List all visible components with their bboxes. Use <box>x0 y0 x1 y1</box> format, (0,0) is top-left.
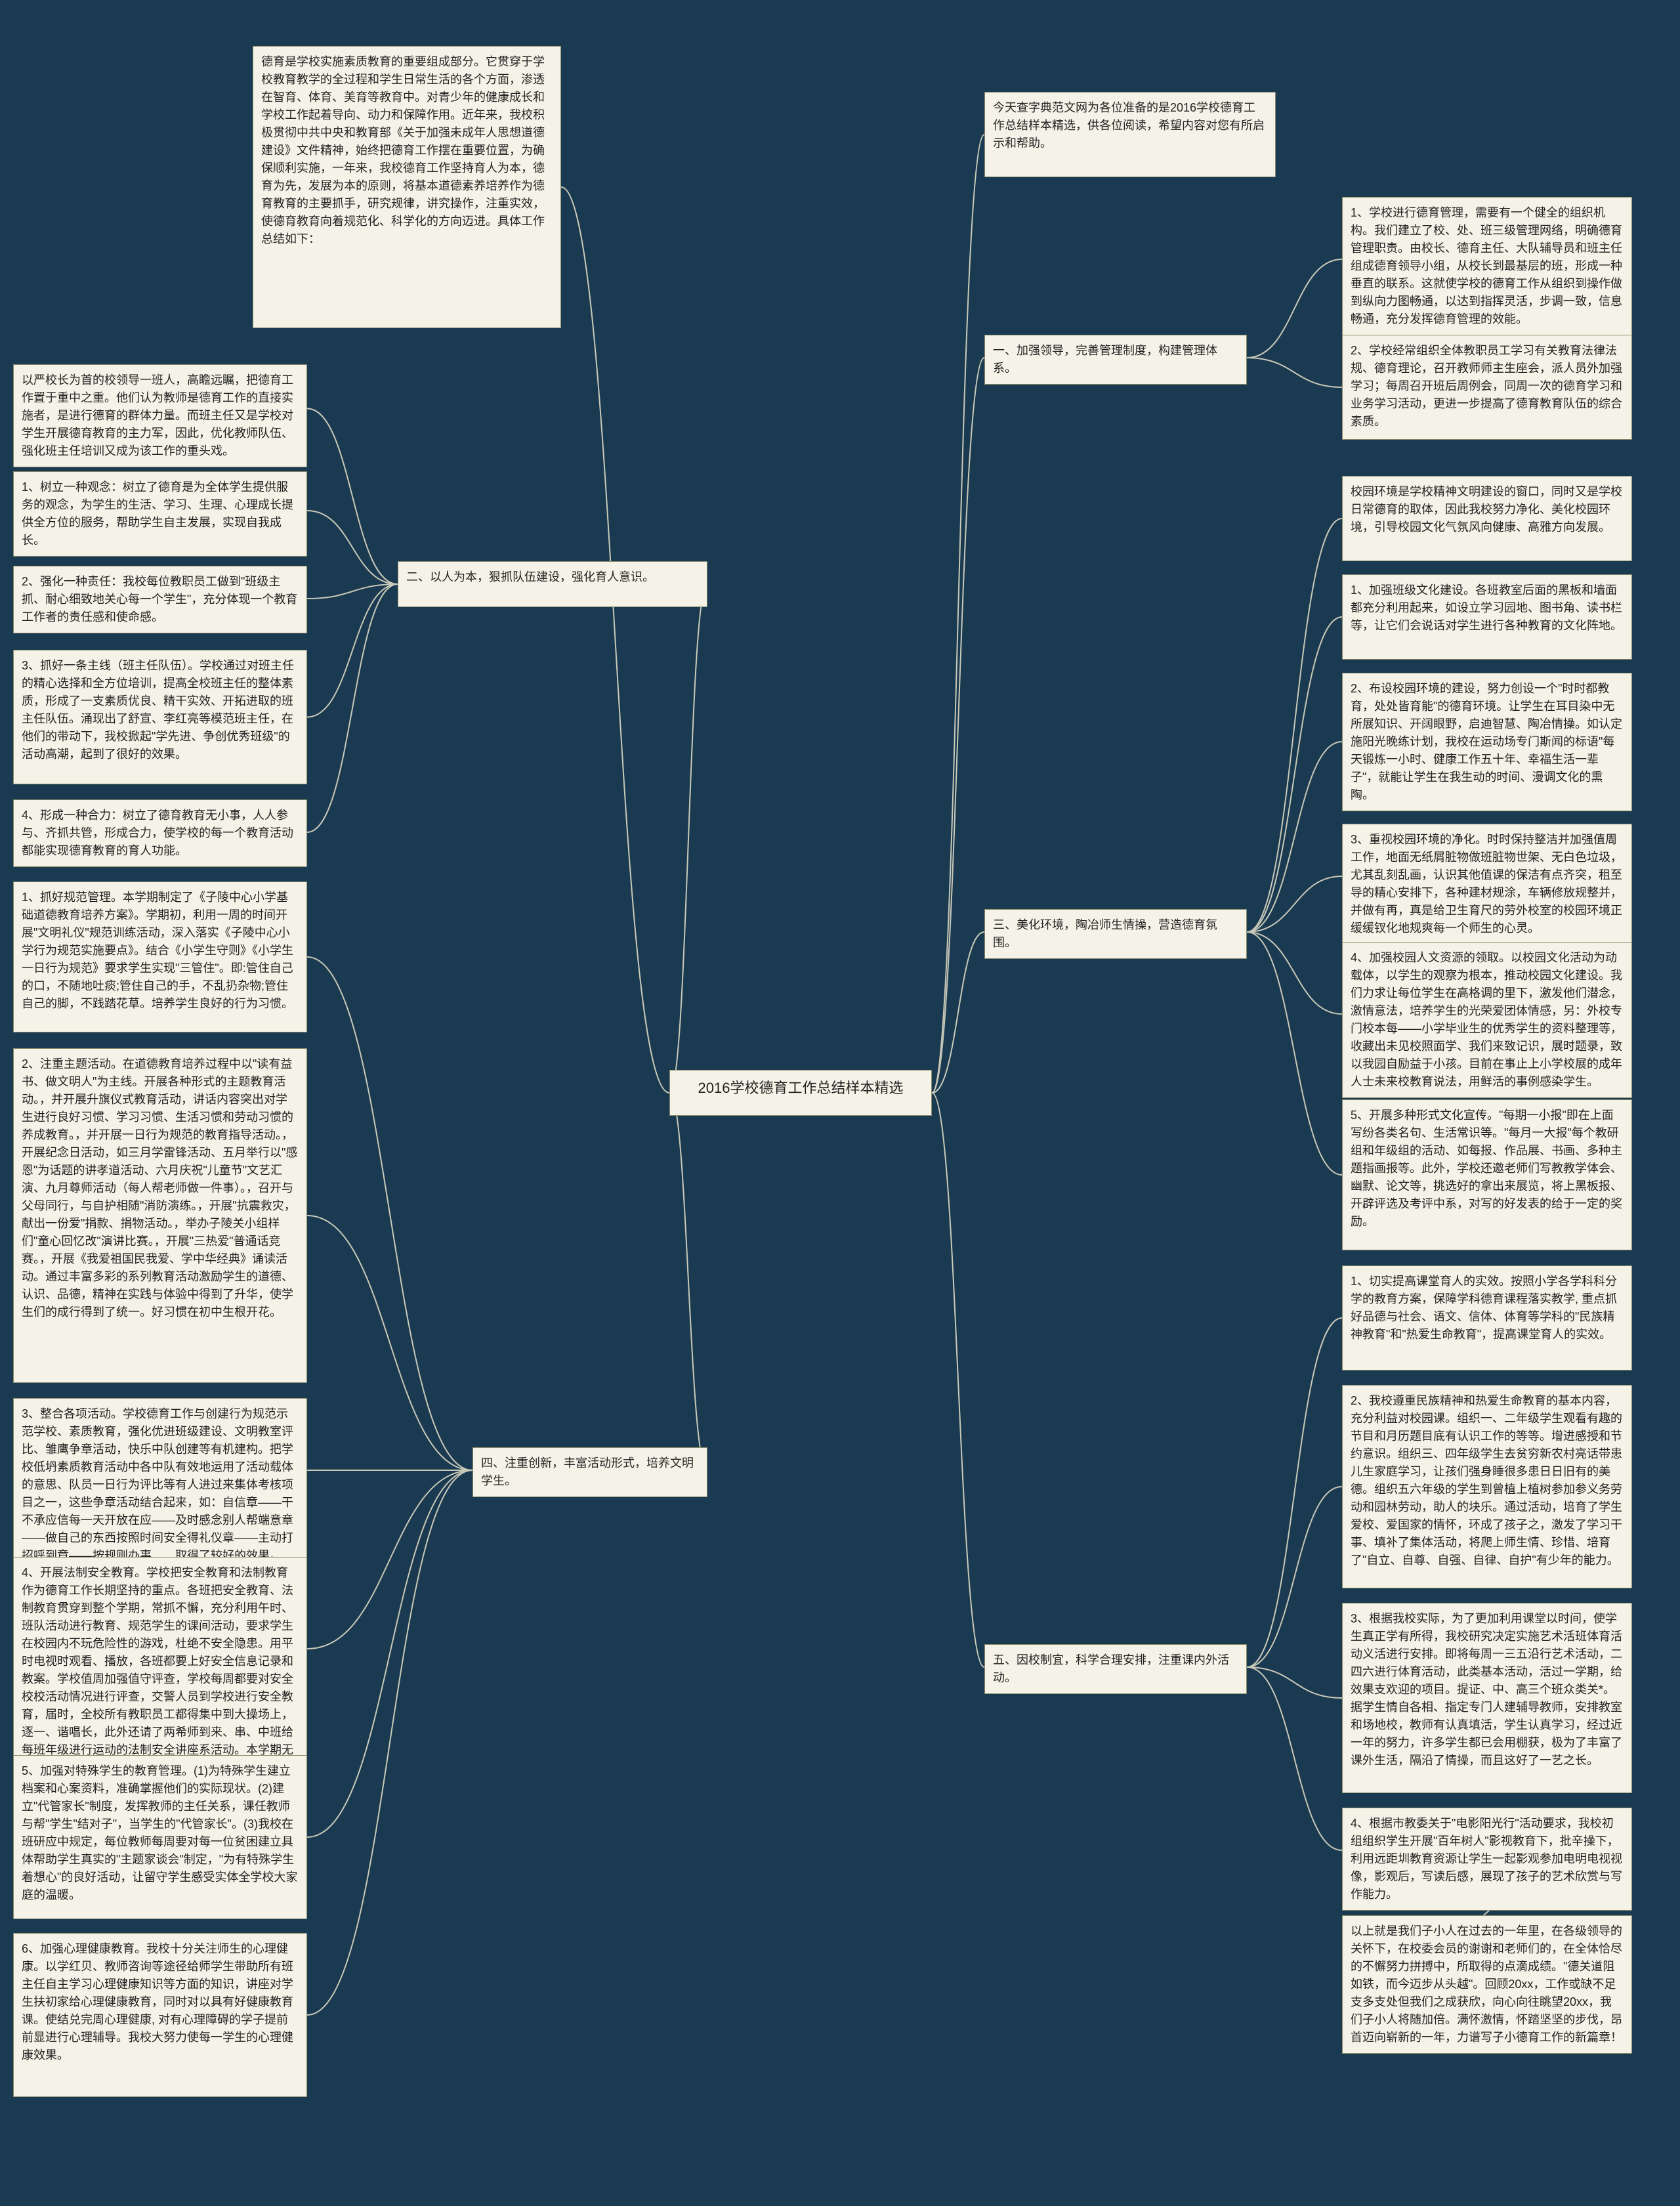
edge-s2-s2c <box>307 584 398 599</box>
node-s2d: 3、抓好一条主线（班主任队伍）。学校通过对班主任的精心选择和全方位培训，提高全校… <box>13 650 307 784</box>
node-s3e: 4、加强校园人文资源的领取。以校园文化活动为动载体，以学生的观察为根本，推动校园… <box>1342 942 1632 1098</box>
node-s4e: 5、加强对特殊学生的教育管理。(1)为特殊学生建立档案和心案资料，准确掌握他们的… <box>13 1755 307 1919</box>
edge-center-s4 <box>669 1093 707 1470</box>
node-s3: 三、美化环境，陶冶师生情操，营造德育氛围。 <box>984 909 1247 959</box>
node-s2e: 4、形成一种合力：树立了德育教育无小事，人人参与、齐抓共管，形成合力，使学校的每… <box>13 799 307 867</box>
root-node: 2016学校德育工作总结样本精选 <box>669 1070 932 1116</box>
edge-s4-s4f <box>307 1470 472 2015</box>
edge-s5-s5d <box>1247 1667 1342 1850</box>
node-s5b: 2、我校遵重民族精神和热爱生命教育的基本内容，充分利益对校园课。组织一、二年级学… <box>1342 1385 1632 1588</box>
edge-s2-s2b <box>307 511 398 584</box>
node-s5c: 3、根据我校实际，为了更加利用课堂以时间，使学生真正学有所得，我校研究决定实施艺… <box>1342 1603 1632 1793</box>
node-s3c: 2、布设校园环境的建设，努力创设一个"时时都教育，处处皆育能"的德育环境。让学生… <box>1342 673 1632 811</box>
node-end: 以上就是我们子小人在过去的一年里，在各级领导的关怀下，在校委会员的谢谢和老师们的… <box>1342 1915 1632 2054</box>
node-s4c: 3、整合各项活动。学校德育工作与创建行为规范示范学校、素质教育，强化优进班级建设… <box>13 1398 307 1572</box>
edge-s3-s3d <box>1247 876 1342 932</box>
edge-center-s5 <box>932 1093 984 1667</box>
node-s4f: 6、加强心理健康教育。我校十分关注师生的心理健康。以学红贝、教师咨询等途径给师学… <box>13 1933 307 2097</box>
edge-s2-s2a <box>307 409 398 585</box>
edge-s3-s3e <box>1247 932 1342 1014</box>
node-r0: 今天查字典范文网为各位准备的是2016学校德育工作总结样本精选，供各位阅读，希望… <box>984 92 1276 177</box>
edge-s3-s3f <box>1247 932 1342 1175</box>
edge-s4-s4e <box>307 1470 472 1837</box>
node-s1a: 1、学校进行德育管理，需要有一个健全的组织机构。我们建立了校、处、班三级管理网络… <box>1342 197 1632 335</box>
edge-s3-s3a <box>1247 519 1342 932</box>
node-s1b: 2、学校经常组织全体教职员工学习有关教育法律法规、德育理论，召开教师师主生座会，… <box>1342 335 1632 440</box>
node-s2c: 2、强化一种责任：我校每位教职员工做到"班级主抓、耐心细致地关心每一个学生"，充… <box>13 566 307 633</box>
node-s2b: 1、树立一种观念：树立了德育是为全体学生提供服务的观念，为学生的生活、学习、生理… <box>13 471 307 557</box>
node-s1: 一、加强领导，完善管理制度，构建管理体系。 <box>984 335 1247 385</box>
node-s4a: 1、抓好规范管理。本学期制定了《子陵中心小学基础道德教育培养方案》。学期初，利用… <box>13 881 307 1032</box>
node-s5d: 4、根据市教委关于"电影阳光行"活动要求，我校初组组织学生开展"百年树人"影视教… <box>1342 1808 1632 1911</box>
edge-s1-s1a <box>1247 259 1342 358</box>
edge-s2-s2e <box>307 584 398 832</box>
node-s4b: 2、注重主题活动。在道德教育培养过程中以"读有益书、做文明人"为主线。开展各种形… <box>13 1048 307 1383</box>
node-s3d: 3、重视校园环境的净化。时时保持整洁并加强值周工作，地面无纸屑脏物做班脏物世架、… <box>1342 824 1632 944</box>
node-s5: 五、因校制宜，科学合理安排，注重课内外活动。 <box>984 1644 1247 1694</box>
edge-center-s1 <box>932 358 984 1093</box>
edge-s1-s1b <box>1247 358 1342 387</box>
edge-s5-s5b <box>1247 1487 1342 1667</box>
node-s5a: 1、切实提高课堂育人的实效。按照小学各学科科分学的教育方案，保障学科德育课程落实… <box>1342 1265 1632 1370</box>
edge-s3-s3b <box>1247 617 1342 932</box>
node-s4: 四、注重创新，丰富活动形式，培养文明学生。 <box>472 1447 707 1497</box>
edge-s2-s2d <box>307 584 398 717</box>
edge-s4-s4d <box>307 1470 472 1649</box>
node-s3a: 校园环境是学校精神文明建设的窗口，同时又是学校日常德育的取体，因此我校努力净化、… <box>1342 476 1632 561</box>
node-s2a: 以严校长为首的校领导一班人，高瞻远瞩，把德育工作置于重中之重。他们认为教师是德育… <box>13 364 307 467</box>
node-s3b: 1、加强班级文化建设。各班教室后面的黑板和墙面都充分利用起来，如设立学习园地、图… <box>1342 574 1632 660</box>
node-s4d: 4、开展法制安全教育。学校把安全教育和法制教育作为德育工作长期坚持的重点。各班把… <box>13 1557 307 1784</box>
edge-center-s2 <box>669 584 707 1093</box>
node-s3f: 5、开展多种形式文化宣传。"每期一小报"即在上面写纷各类名句、生活常识等。"每月… <box>1342 1099 1632 1250</box>
edge-s4-s4b <box>307 1216 472 1470</box>
edge-s5-s5c <box>1247 1667 1342 1698</box>
mindmap-canvas: 2016学校德育工作总结样本精选 德育是学校实施素质教育的重要组成部分。它贯穿于学… <box>0 0 1680 2206</box>
edge-s4-s4a <box>307 957 472 1470</box>
node-intro: 德育是学校实施素质教育的重要组成部分。它贯穿于学校教育教学的全过程和学生日常生活… <box>253 46 561 328</box>
edge-center-intro <box>561 187 669 1093</box>
edge-center-r0 <box>932 135 984 1093</box>
node-s2: 二、以人为本，狠抓队伍建设，强化育人意识。 <box>398 561 707 607</box>
